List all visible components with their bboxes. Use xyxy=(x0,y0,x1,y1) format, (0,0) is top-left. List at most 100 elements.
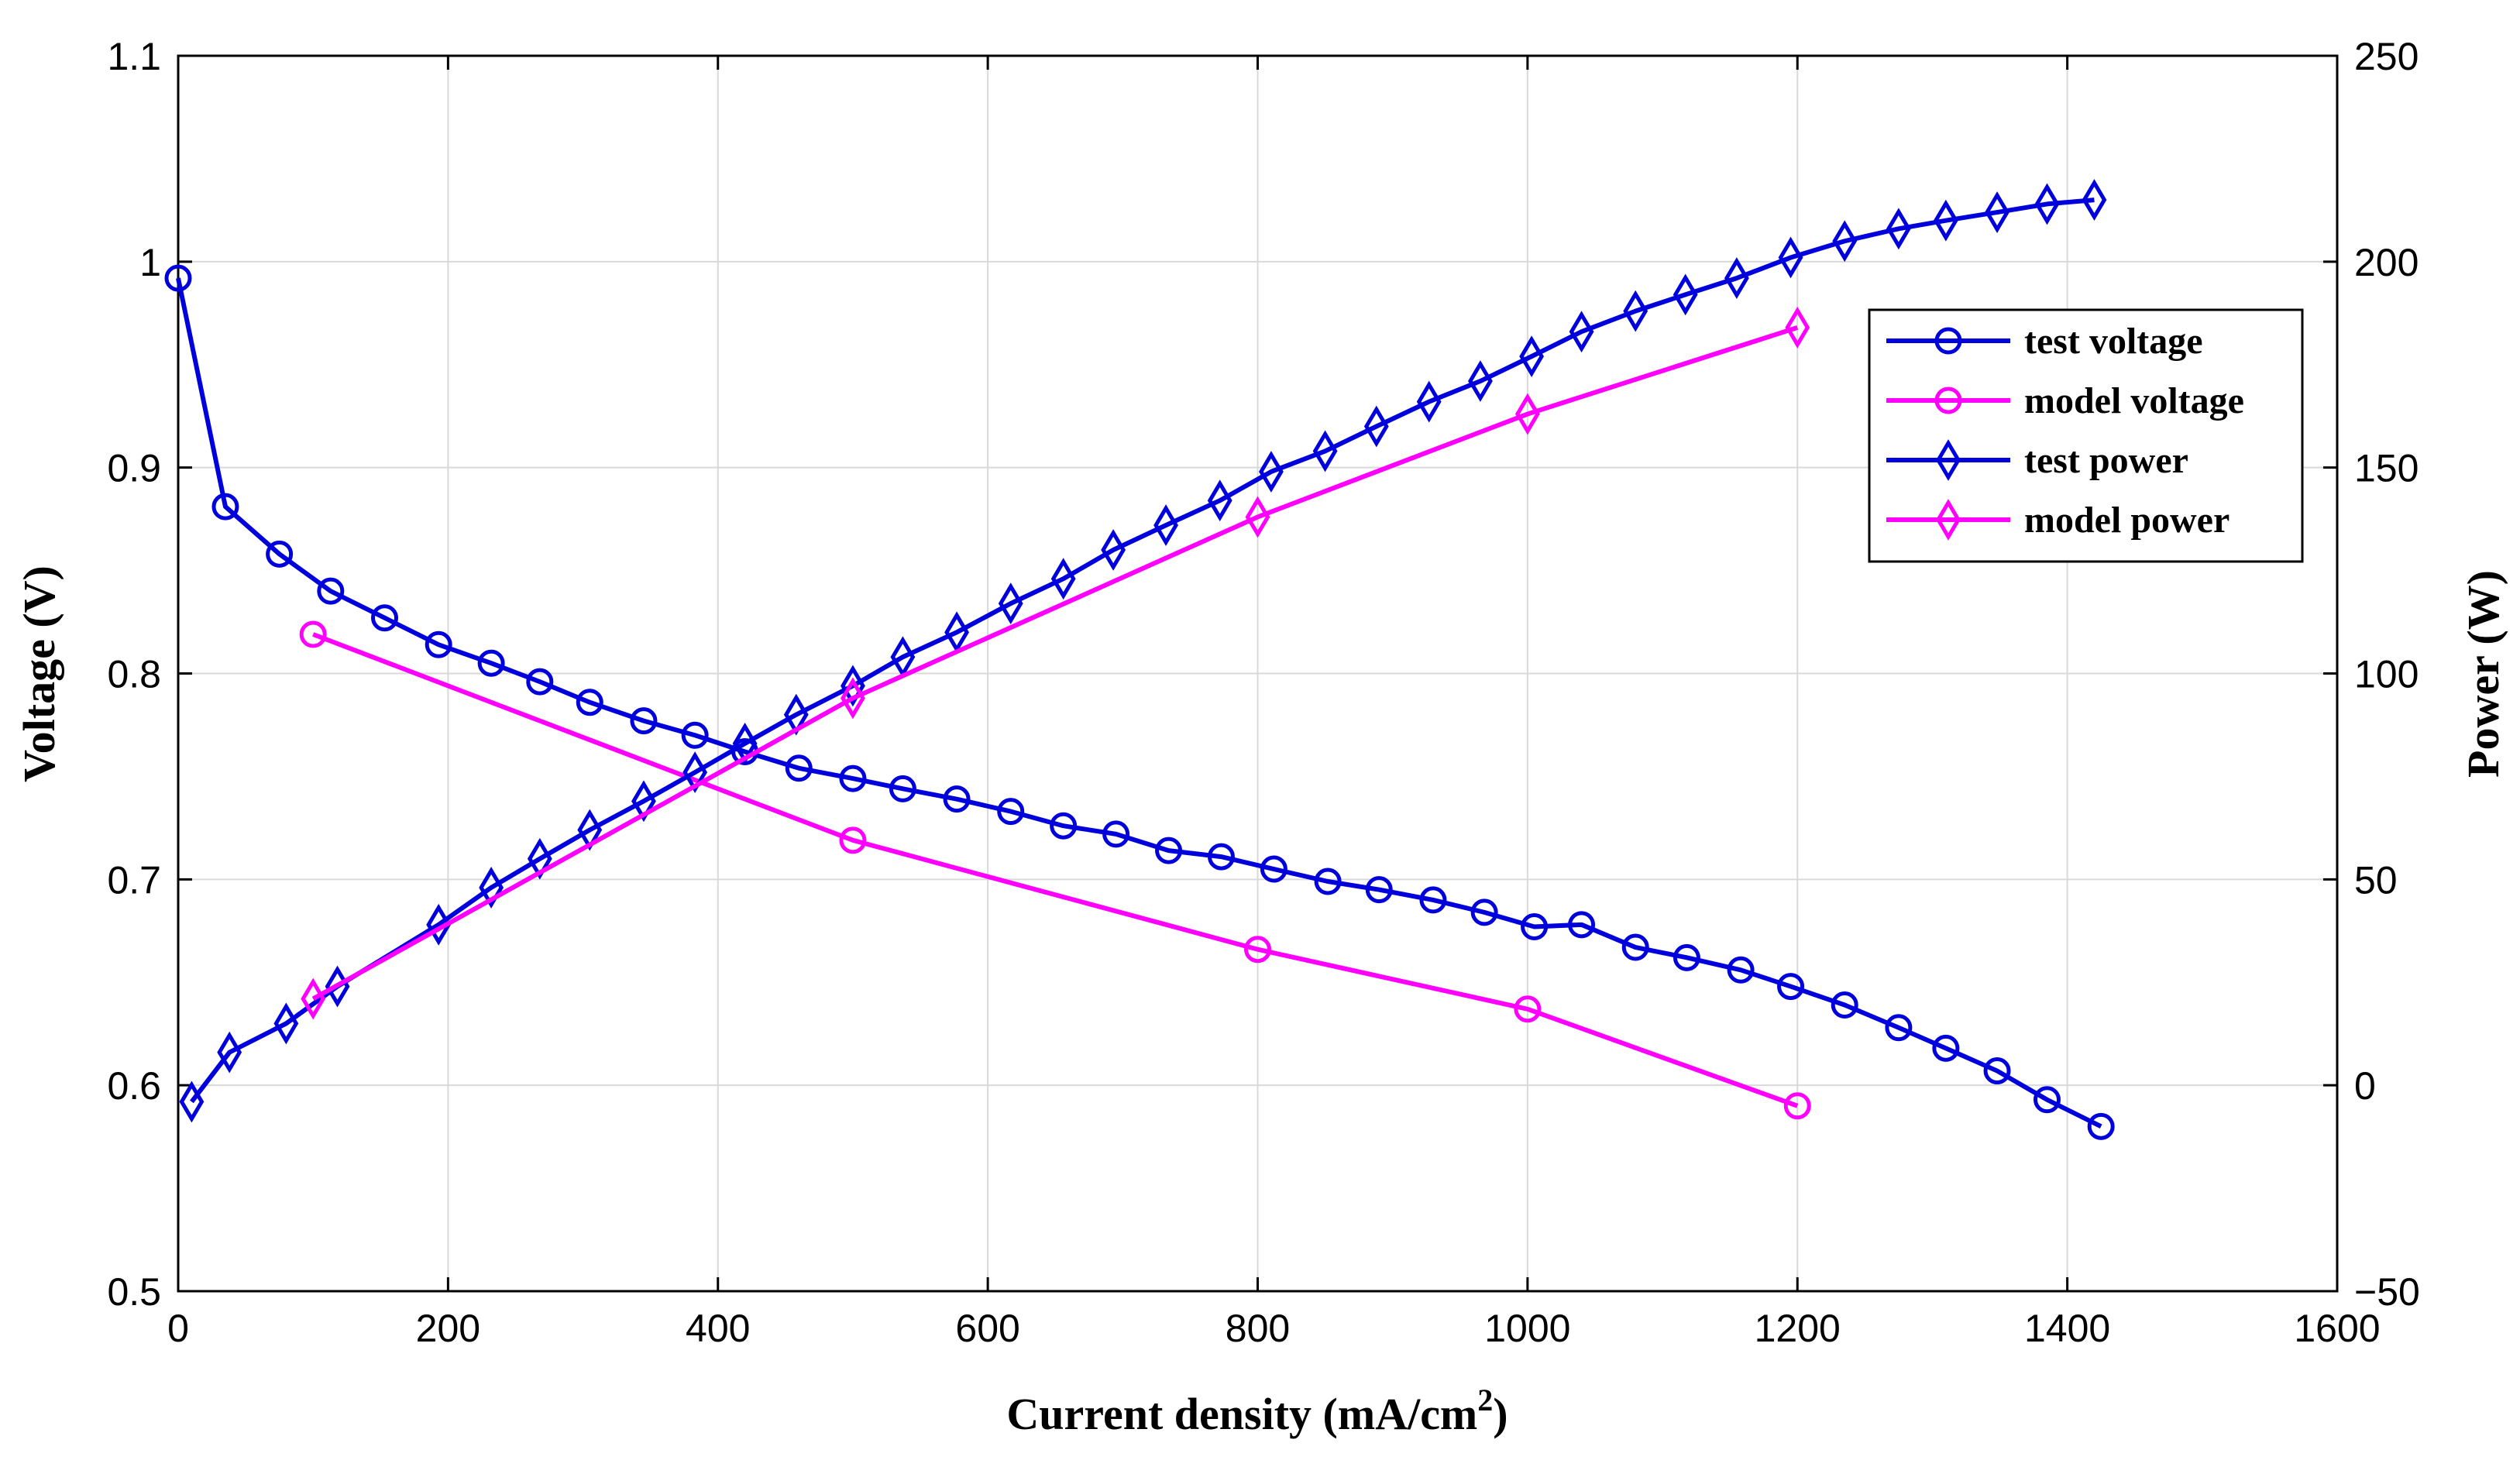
model-voltage-point xyxy=(1783,1092,1811,1120)
test-power-point xyxy=(841,665,865,707)
legend: test voltage model voltage test power model… xyxy=(1868,308,2304,563)
test-power-line xyxy=(190,198,2095,1104)
test-voltage-point xyxy=(1365,876,1393,904)
test-voltage-point xyxy=(1885,1014,1913,1042)
test-power-point xyxy=(1623,290,1648,332)
test-power-point xyxy=(1519,335,1545,378)
model-voltage-point xyxy=(1244,936,1271,964)
test-voltage-point xyxy=(1777,973,1805,1001)
y-right-tick-label: 200 xyxy=(2354,241,2419,284)
model-voltage-point xyxy=(1514,995,1542,1023)
test-voltage-point xyxy=(2033,1086,2061,1114)
x-tick-label: 1600 xyxy=(2294,1307,2380,1350)
test-power-point xyxy=(1312,430,1338,472)
test-power-point xyxy=(273,1002,299,1045)
x-tick-label: 600 xyxy=(955,1307,1019,1350)
y-left-tick-label: 0.5 xyxy=(107,1270,161,1314)
test-voltage-point xyxy=(839,764,867,792)
test-power-point xyxy=(631,780,656,823)
test-voltage-point xyxy=(1419,886,1447,914)
legend-swatch-marker xyxy=(1934,327,1962,355)
test-power-point xyxy=(1050,558,1076,600)
test-power-point xyxy=(1985,191,2009,233)
legend-label: test power xyxy=(2024,440,2188,481)
test-power-point xyxy=(1468,360,1493,402)
y-left-tick-label: 0.8 xyxy=(107,653,161,696)
test-voltage-point xyxy=(317,577,345,605)
test-power-point xyxy=(998,582,1023,625)
x-tick-label: 1200 xyxy=(1755,1307,1841,1350)
test-voltage-point xyxy=(526,668,554,696)
y-right-tick-label: −50 xyxy=(2354,1270,2420,1314)
test-power-point xyxy=(1673,273,1698,316)
test-power-point xyxy=(1363,405,1389,448)
test-voltage-point xyxy=(1050,812,1078,840)
y-right-tick-label: 150 xyxy=(2354,447,2419,490)
legend-swatch-marker xyxy=(1936,439,1961,481)
y-axis-right-title: Power (W) xyxy=(2458,570,2508,778)
test-power-point xyxy=(479,867,504,909)
test-power-point xyxy=(682,751,708,794)
test-power-point xyxy=(1101,529,1126,571)
x-tick-label: 0 xyxy=(167,1307,189,1350)
test-power-point xyxy=(527,837,552,880)
y-right-tick-label: 100 xyxy=(2354,653,2419,696)
test-power-point xyxy=(1416,380,1442,423)
test-voltage-point xyxy=(997,798,1025,826)
legend-label: test voltage xyxy=(2024,321,2203,362)
y-left-tick-label: 0.9 xyxy=(107,447,161,490)
test-power-point xyxy=(2034,183,2060,225)
test-voltage-point xyxy=(576,689,603,716)
test-voltage-point xyxy=(1932,1034,1960,1062)
model-voltage-point xyxy=(839,826,867,854)
test-voltage-point xyxy=(1207,843,1235,871)
test-voltage-point xyxy=(1470,898,1498,926)
test-voltage-point xyxy=(1983,1057,2011,1085)
model-power-point xyxy=(301,977,326,1020)
test-power-point xyxy=(1886,208,1911,250)
legend-swatch-marker xyxy=(1934,387,1962,414)
test-voltage-point xyxy=(943,785,971,813)
test-power-point xyxy=(217,1031,242,1074)
test-voltage-point xyxy=(1673,943,1700,971)
test-voltage-point xyxy=(1831,991,1858,1019)
test-power-point xyxy=(1724,257,1749,300)
test-power-point xyxy=(2082,179,2107,221)
test-voltage-point xyxy=(266,540,294,568)
model-power-line xyxy=(311,325,1799,1001)
test-voltage-point xyxy=(1568,911,1596,939)
legend-item-test-voltage: test voltage xyxy=(1886,321,2203,362)
model-voltage-line xyxy=(312,632,1799,1108)
legend-label: model voltage xyxy=(2024,380,2244,421)
y-left-tick-label: 1 xyxy=(139,241,161,284)
series-model-voltage xyxy=(299,620,1811,1120)
series-model-power xyxy=(301,306,1810,1020)
test-power-point xyxy=(1153,504,1178,547)
test-voltage-line xyxy=(176,277,2102,1129)
test-voltage-point xyxy=(1102,820,1130,848)
test-power-point xyxy=(1207,479,1232,522)
test-voltage-point xyxy=(371,604,399,632)
test-voltage-point xyxy=(2087,1112,2115,1140)
test-power-point xyxy=(1832,220,1858,263)
x-axis-title: Current density (mA/cm2) xyxy=(1006,1383,1508,1439)
series-layer xyxy=(164,179,2115,1140)
test-voltage-point xyxy=(1314,867,1342,895)
model-power-point xyxy=(1514,393,1540,435)
x-tick-label: 400 xyxy=(686,1307,750,1350)
legend-item-model-power: model power xyxy=(1886,499,2229,541)
axis-ticks: 0 200 400 600 800 1000 1200 1400 16000.50.60.70.… xyxy=(107,35,2419,1350)
series-test-voltage xyxy=(164,264,2115,1140)
x-tick-label: 1400 xyxy=(2024,1307,2110,1350)
test-voltage-point xyxy=(1621,933,1649,961)
test-power-point xyxy=(426,903,452,946)
y-right-tick-label: 250 xyxy=(2354,35,2419,78)
legend-label: model power xyxy=(2024,500,2229,541)
test-voltage-point xyxy=(164,264,192,292)
test-voltage-point xyxy=(1521,912,1549,940)
test-power-point xyxy=(1259,451,1284,493)
y-right-tick-label: 0 xyxy=(2354,1064,2376,1108)
y-left-tick-label: 0.6 xyxy=(107,1064,161,1108)
model-power-point xyxy=(1785,306,1810,349)
model-power-point xyxy=(1245,496,1270,538)
